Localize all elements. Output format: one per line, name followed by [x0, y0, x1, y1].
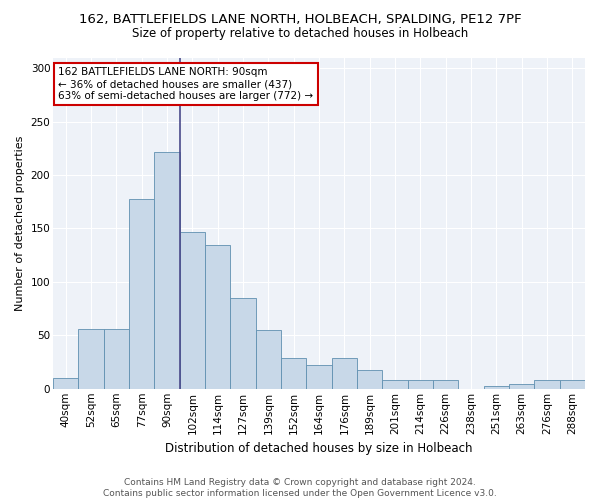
Bar	[205, 244, 230, 389]
Bar	[509, 384, 535, 389]
Bar	[433, 380, 458, 389]
Bar	[382, 380, 407, 389]
Y-axis label: Number of detached properties: Number of detached properties	[15, 136, 25, 311]
Bar	[180, 232, 205, 389]
Text: Contains HM Land Registry data © Crown copyright and database right 2024.
Contai: Contains HM Land Registry data © Crown c…	[103, 478, 497, 498]
Bar	[332, 358, 357, 389]
Bar	[53, 378, 79, 389]
Bar	[129, 198, 154, 389]
Bar	[230, 298, 256, 389]
Bar	[307, 366, 332, 389]
Bar	[407, 380, 433, 389]
Text: Size of property relative to detached houses in Holbeach: Size of property relative to detached ho…	[132, 28, 468, 40]
Bar	[281, 358, 307, 389]
Bar	[79, 329, 104, 389]
Bar	[256, 330, 281, 389]
X-axis label: Distribution of detached houses by size in Holbeach: Distribution of detached houses by size …	[165, 442, 473, 455]
Text: 162, BATTLEFIELDS LANE NORTH, HOLBEACH, SPALDING, PE12 7PF: 162, BATTLEFIELDS LANE NORTH, HOLBEACH, …	[79, 12, 521, 26]
Bar	[560, 380, 585, 389]
Bar	[484, 386, 509, 389]
Bar	[104, 329, 129, 389]
Text: 162 BATTLEFIELDS LANE NORTH: 90sqm
← 36% of detached houses are smaller (437)
63: 162 BATTLEFIELDS LANE NORTH: 90sqm ← 36%…	[58, 68, 314, 100]
Bar	[357, 370, 382, 389]
Bar	[535, 380, 560, 389]
Bar	[154, 152, 180, 389]
